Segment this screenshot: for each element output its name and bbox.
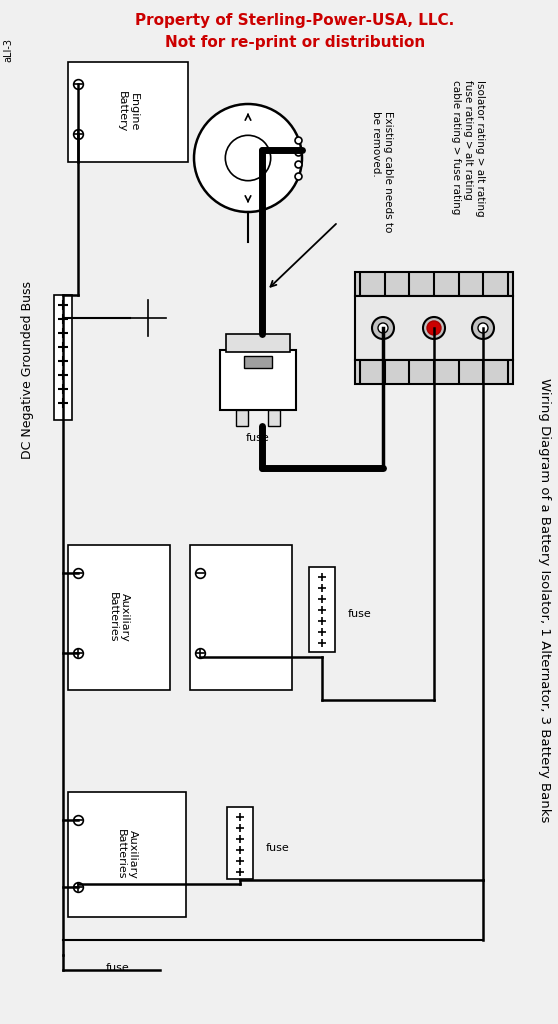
Bar <box>68 62 188 162</box>
Text: Auxiliary
Batteries: Auxiliary Batteries <box>108 592 130 643</box>
Bar <box>355 272 513 296</box>
Text: fuse: fuse <box>348 609 372 618</box>
Circle shape <box>372 317 394 339</box>
Text: Auxiliary
Batteries: Auxiliary Batteries <box>116 829 138 880</box>
Bar <box>220 350 296 410</box>
Circle shape <box>429 323 439 333</box>
Bar <box>268 410 280 426</box>
Circle shape <box>378 323 388 333</box>
Text: Wiring Diagram of a Battery Isolator, 1 Alternator, 3 Battery Banks: Wiring Diagram of a Battery Isolator, 1 … <box>538 378 551 822</box>
Circle shape <box>472 317 494 339</box>
Text: fuse: fuse <box>266 843 290 853</box>
Bar <box>227 807 253 879</box>
Text: fuse: fuse <box>106 963 130 973</box>
Bar <box>190 545 292 690</box>
Circle shape <box>194 104 302 212</box>
Text: DC Negative Grounded Buss: DC Negative Grounded Buss <box>22 281 35 459</box>
Bar <box>226 334 290 352</box>
Text: Isolator rating > alt rating
fuse rating > alt rating
cable rating > fuse rating: Isolator rating > alt rating fuse rating… <box>451 80 484 216</box>
Bar <box>236 410 248 426</box>
Circle shape <box>423 317 445 339</box>
Bar <box>68 792 186 918</box>
Bar <box>355 360 513 384</box>
Text: aLI-3: aLI-3 <box>3 38 13 62</box>
Circle shape <box>427 321 441 335</box>
Text: fuse: fuse <box>246 433 270 443</box>
Bar <box>244 356 272 368</box>
Text: Property of Sterling-Power-USA, LLC.: Property of Sterling-Power-USA, LLC. <box>136 12 455 28</box>
Bar <box>309 567 335 652</box>
Circle shape <box>225 135 271 180</box>
Circle shape <box>478 323 488 333</box>
Bar <box>68 545 170 690</box>
Text: Not for re-print or distribution: Not for re-print or distribution <box>165 35 425 49</box>
Text: Engine
Battery: Engine Battery <box>117 91 139 133</box>
Bar <box>54 295 72 420</box>
Text: Existing cable needs to
be removed.: Existing cable needs to be removed. <box>371 112 393 232</box>
Bar <box>355 296 513 360</box>
